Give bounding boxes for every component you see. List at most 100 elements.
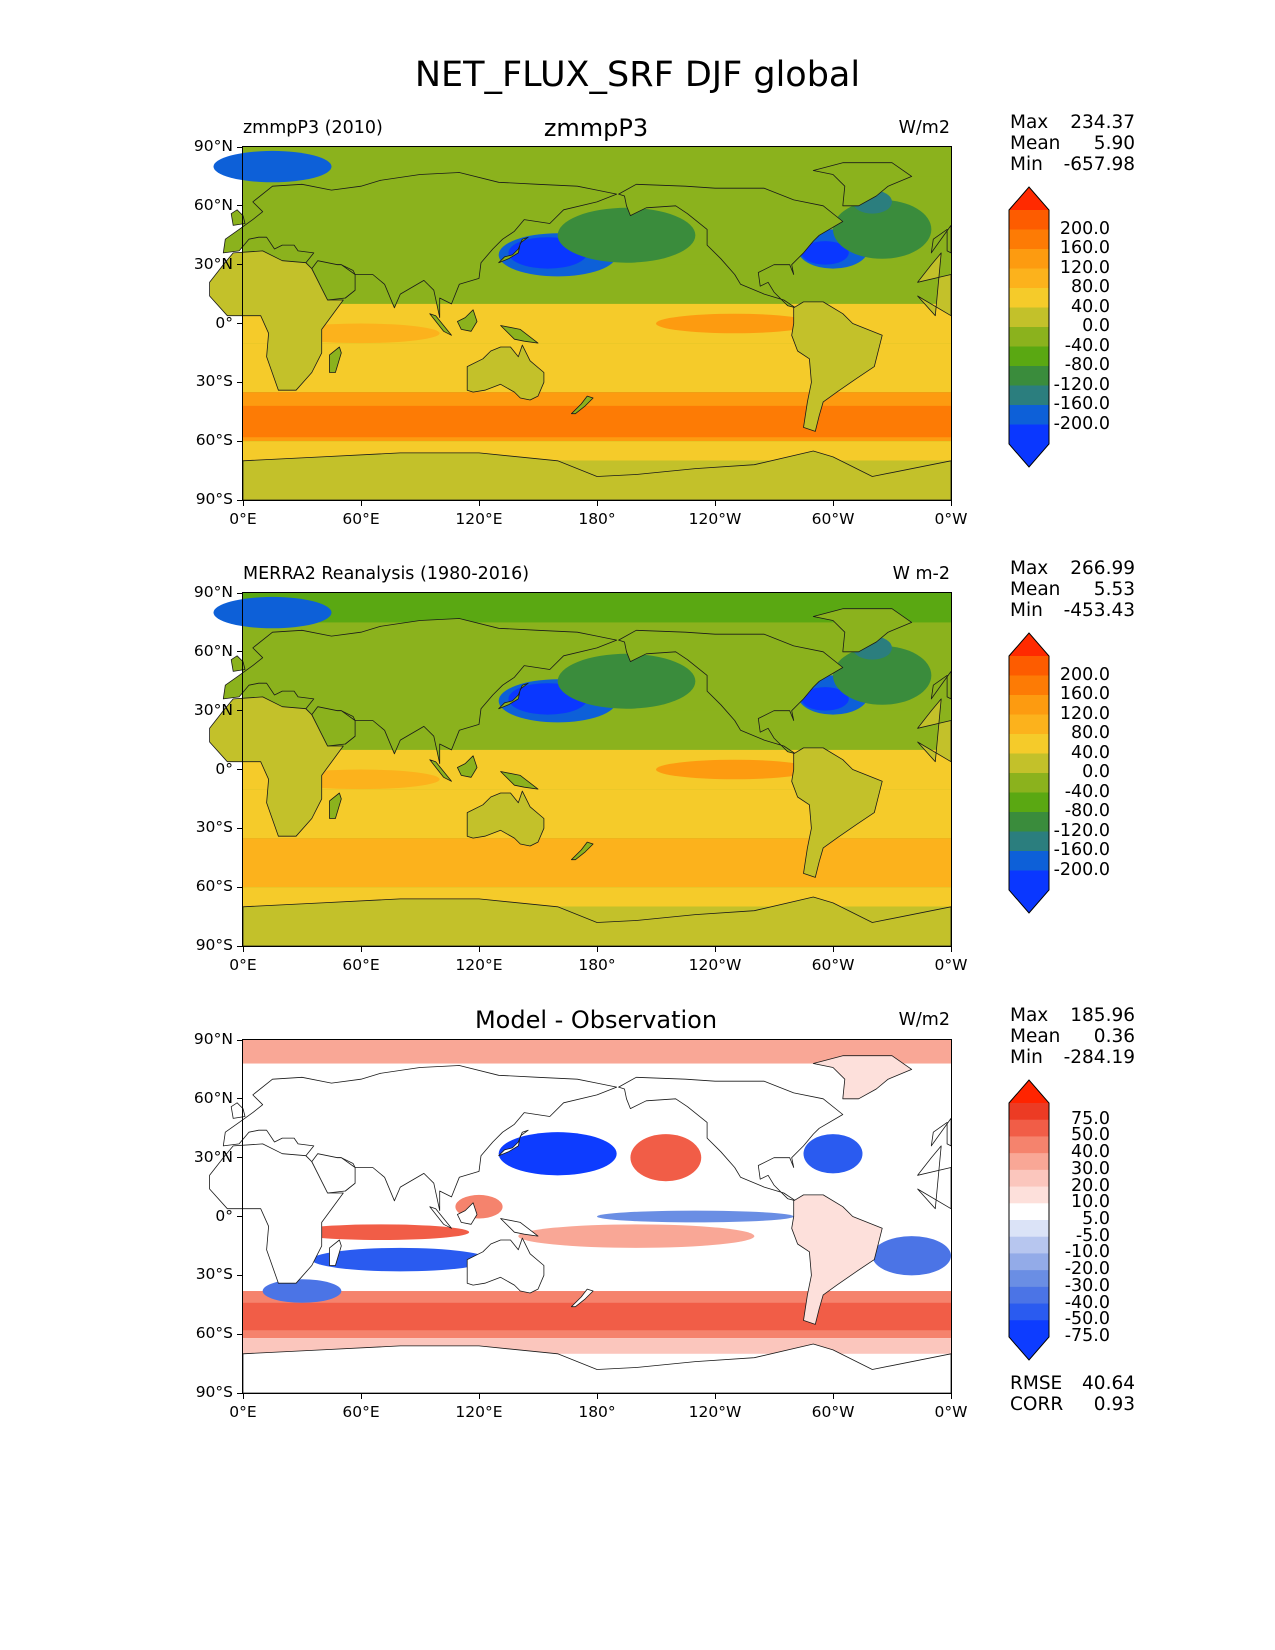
panel-3-ytick-mark — [237, 1392, 243, 1394]
colorbar-extension — [1009, 187, 1049, 210]
panel-2-colorbar-label: 200.0 — [1059, 664, 1110, 685]
panel-3-xtick-label: 120°W — [688, 1403, 742, 1421]
colorbar-band — [1009, 675, 1049, 696]
land-png — [500, 1218, 539, 1237]
land-australia — [466, 344, 545, 401]
panel-1-xtick-mark — [478, 500, 480, 506]
panel-1-colorbar-label: -40.0 — [1064, 335, 1110, 356]
panel-3-xtick-mark — [714, 1393, 716, 1399]
panel-2-ytick-label: 90°S — [195, 936, 233, 954]
colorbar-band — [1009, 1119, 1049, 1138]
panel-2-ytick-label: 60°S — [195, 877, 233, 896]
panel-2-ytick-mark — [237, 827, 243, 829]
land-japan — [498, 682, 529, 710]
colorbar-band — [1009, 1270, 1049, 1288]
land-arabia — [311, 706, 356, 747]
panel-1-map — [209, 147, 952, 501]
panel-1-xtick-mark — [360, 500, 362, 506]
panel-3-colorbar-label: 10.0 — [1071, 1192, 1110, 1213]
panel-3-ytick-mark — [237, 1216, 243, 1217]
panel-3-xtick-label: 60°E — [342, 1403, 380, 1421]
colorbar-band — [1009, 1320, 1049, 1338]
colorbar-band — [1009, 346, 1049, 367]
panel-2-map-frame — [242, 592, 952, 947]
panel-1-colorbar-label: -200.0 — [1053, 413, 1110, 434]
land-samerica — [791, 1194, 883, 1325]
panel-3-ytick-label: 60°S — [195, 1324, 233, 1343]
colorbar-outline — [1008, 186, 1050, 468]
panel-1-ytick-label: 0° — [215, 313, 233, 332]
panel-3-colorbar-label: 40.0 — [1071, 1142, 1110, 1163]
field-north-atlantic — [833, 645, 932, 705]
panel-1-xtick-mark — [832, 500, 834, 506]
panel-3-colorbar-label: 75.0 — [1071, 1108, 1110, 1129]
land-australia — [466, 790, 545, 847]
panel-1-colorbar-label: 120.0 — [1059, 257, 1110, 278]
field-kuroshio-bias — [498, 1132, 617, 1176]
panel-2-colorbar-label: -160.0 — [1053, 840, 1110, 860]
land-greenland — [812, 1055, 913, 1100]
colorbar-band — [1009, 1103, 1049, 1121]
panel-1-colorbar-label: -120.0 — [1053, 374, 1110, 395]
panel-1-colorbar — [1008, 186, 1050, 468]
panel-3-colorbar-label: 30.0 — [1071, 1158, 1110, 1179]
panel-3-ytick-label: 30°S — [195, 1265, 233, 1284]
land-borneo — [456, 309, 478, 332]
panel-3-xtick-mark — [832, 1393, 834, 1399]
colorbar-band — [1009, 851, 1049, 872]
panel-1-map-frame — [242, 146, 952, 501]
colorbar-band — [1009, 210, 1049, 231]
panel-2-map — [209, 593, 952, 947]
land-africa — [209, 696, 344, 837]
panel-2-ytick-mark — [237, 710, 243, 712]
panel-1-colorbar-label: 40.0 — [1071, 296, 1110, 317]
land-nz — [570, 841, 594, 861]
figure-title: NET_FLUX_SRF DJF global — [414, 55, 861, 95]
field-band-southern-ocean-core — [243, 851, 951, 884]
panel-1-xtick-label: 180° — [578, 510, 616, 528]
colorbar-band — [1009, 1286, 1049, 1305]
colorbar-extension — [1009, 1337, 1049, 1360]
panel-2-ytick-mark — [237, 886, 243, 888]
land-samerica — [791, 301, 883, 432]
colorbar-band — [1009, 1186, 1049, 1204]
colorbar-band — [1009, 1236, 1049, 1255]
land-madagascar — [329, 792, 342, 819]
field-south-pacific-bias — [518, 1224, 755, 1248]
panel-2-ytick-label: 90°N — [193, 583, 233, 601]
colorbar-band — [1009, 424, 1049, 445]
field-indian-ocean-warm-bias — [292, 1224, 470, 1241]
panel-3-colorbar-label: -40.0 — [1064, 1292, 1110, 1313]
panel-2-xtick-mark — [478, 946, 480, 952]
panel-3-ytick-mark — [237, 1039, 243, 1041]
field-band-southern-ocean-core — [243, 1302, 951, 1331]
panel-1-xtick-mark — [242, 500, 244, 506]
colorbar-band — [1009, 385, 1049, 406]
panel-3-colorbar-label: 5.0 — [1082, 1209, 1110, 1229]
colorbar-band — [1009, 229, 1049, 250]
panel-3-ytick-label: 60°N — [193, 1088, 233, 1107]
panel-2-xtick-label: 60°W — [811, 956, 855, 974]
panel-3-map-frame — [242, 1039, 952, 1394]
panel-1-ytick-label: 90°S — [195, 490, 233, 508]
colorbar-band — [1009, 753, 1049, 774]
panel-2-left-label: MERRA2 Reanalysis (1980-2016) — [243, 564, 530, 584]
panel-3-xtick-mark — [242, 1393, 244, 1399]
field-indian-ocean-bias — [311, 1247, 489, 1272]
panel-1-xtick-label: 120°E — [455, 510, 503, 528]
colorbar-outline — [1008, 632, 1050, 914]
panel-3-colorbar-label: 20.0 — [1071, 1175, 1110, 1196]
panel-2-xtick-label: 60°E — [342, 956, 380, 974]
panel-1-xtick-mark — [714, 500, 716, 506]
colorbar-band — [1009, 773, 1049, 794]
panel-3-units: W/m2 — [898, 1010, 950, 1030]
field-north-atlantic — [833, 199, 932, 259]
colorbar-band — [1009, 831, 1049, 852]
panel-2-xtick-label: 120°W — [688, 956, 742, 974]
land-uk — [230, 209, 246, 226]
panel-3-colorbar — [1008, 1079, 1050, 1361]
panel-2-colorbar-label: -80.0 — [1064, 801, 1110, 821]
panel-1-xtick-mark — [950, 500, 952, 506]
colorbar-band — [1009, 792, 1049, 813]
panel-1-ytick-label: 30°N — [193, 254, 233, 273]
